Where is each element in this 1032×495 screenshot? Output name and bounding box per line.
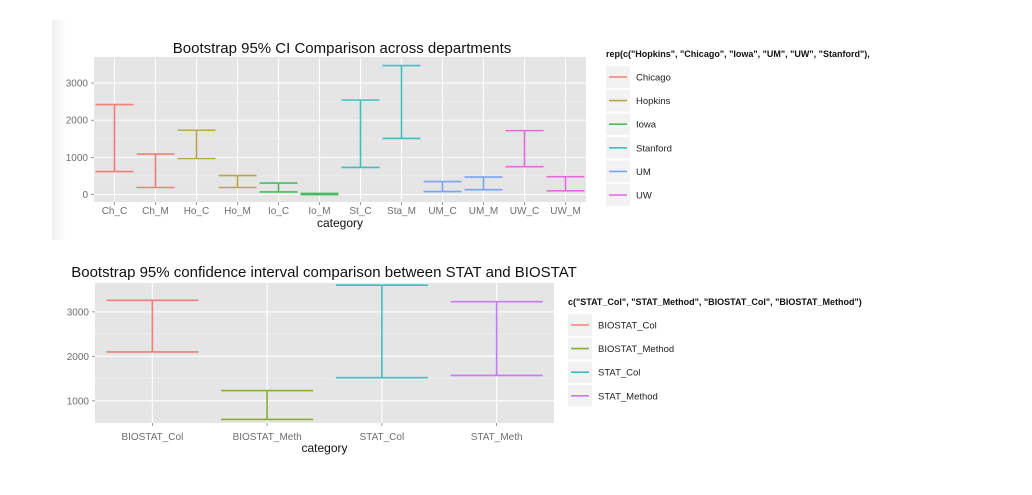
x-tick-label: UW_C [510, 206, 539, 217]
x-tick-label: STAT_Col [360, 432, 405, 443]
chart-title: Bootstrap 95% CI Comparison across depar… [173, 40, 512, 57]
legend-item-Stanford: Stanford [606, 137, 672, 159]
x-tick-label: STAT_Meth [471, 432, 523, 443]
legend-label: Hopkins [636, 96, 671, 107]
legend-item-Hopkins: Hopkins [606, 89, 671, 112]
x-tick-label: Io_C [268, 206, 289, 217]
x-tick-label: UW_M [550, 206, 581, 217]
errorbar-STAT_Meth [450, 300, 543, 377]
chart-1: 0 1000 2000 3000 Ch_C Ch_M Ho_C Ho_M Io_C Io_M St_… [66, 40, 870, 230]
errorbar-BIOSTAT_Meth [221, 389, 314, 421]
errorbar-Ho_M [218, 174, 257, 189]
legend-label: STAT_Col [598, 368, 640, 379]
errorbar-Ho_C [177, 129, 216, 160]
x-tick-label: Ch_C [102, 206, 128, 217]
y-tick-label: 2000 [66, 116, 89, 127]
legend: c("STAT_Col", "STAT_Method", "BIOSTAT_Co… [568, 297, 862, 407]
errorbar-Ch_M [136, 153, 175, 189]
legend-item-Iowa: Iowa [606, 113, 657, 135]
errorbar-Io_C [259, 182, 298, 193]
x-tick-label: UM_C [428, 206, 456, 217]
legend-label: Iowa [636, 120, 657, 131]
x-tick-label: Io_M [308, 206, 330, 217]
legend-item-UW: UW [606, 184, 652, 206]
chart-2: 1000 2000 3000 BIOSTAT_Col BIOSTAT_Meth STAT_… [67, 264, 862, 455]
legend-item-Chicago: Chicago [606, 66, 671, 88]
page-edge-shadow [52, 20, 66, 240]
legend-label: UM [636, 167, 651, 178]
errorbar-Ch_C [95, 103, 134, 173]
errorbar-BIOSTAT_Col [106, 299, 199, 353]
y-tick-label: 1000 [67, 396, 90, 407]
legend-item-BIOSTAT_Method: BIOSTAT_Method [568, 337, 674, 360]
errorbar-St_C [341, 99, 380, 169]
legend-label: BIOSTAT_Method [598, 344, 674, 355]
errorbar-UM_C [423, 180, 462, 193]
x-tick-label: Ch_M [142, 206, 169, 217]
x-axis-title: category [317, 216, 363, 230]
x-tick-label: Sta_M [387, 206, 416, 217]
y-tick-label: 2000 [67, 352, 90, 363]
x-tick-label: Ho_M [224, 206, 251, 217]
plot-panel [95, 283, 554, 423]
errorbar-UM_M [464, 176, 503, 191]
legend: rep(c("Hopkins", "Chicago", "Iowa", "UM"… [606, 49, 870, 206]
chart-title: Bootstrap 95% confidence interval compar… [71, 264, 577, 281]
legend-label: STAT_Method [598, 391, 658, 402]
errorbar-STAT_Col [335, 284, 428, 379]
legend-item-STAT_Method: STAT_Method [568, 385, 658, 407]
legend-label: Stanford [636, 143, 672, 154]
plot-panel [94, 57, 586, 202]
errorbar-UW_M [546, 175, 585, 192]
x-tick-label: BIOSTAT_Meth [233, 432, 302, 443]
errorbar-Sta_M [382, 64, 421, 140]
errorbar-UW_C [505, 129, 544, 168]
legend-item-STAT_Col: STAT_Col [568, 361, 640, 383]
legend-label: UW [636, 191, 652, 202]
errorbar-Io_M [300, 192, 339, 196]
legend-label: BIOSTAT_Col [598, 321, 657, 332]
y-tick-label: 0 [82, 190, 88, 201]
legend-label: Chicago [636, 73, 671, 84]
x-tick-label: Ho_C [184, 206, 210, 217]
x-tick-label: St_C [349, 206, 371, 217]
x-axis-title: category [301, 441, 347, 455]
legend-title: c("STAT_Col", "STAT_Method", "BIOSTAT_Co… [568, 297, 862, 307]
legend-item-UM: UM [606, 160, 651, 183]
legend-title: rep(c("Hopkins", "Chicago", "Iowa", "UM"… [606, 49, 870, 59]
y-tick-label: 3000 [66, 79, 89, 90]
x-tick-label: UM_M [469, 206, 498, 217]
x-tick-label: BIOSTAT_Col [121, 432, 183, 443]
y-tick-label: 3000 [67, 307, 90, 318]
y-tick-label: 1000 [66, 153, 89, 164]
legend-item-BIOSTAT_Col: BIOSTAT_Col [568, 314, 657, 336]
